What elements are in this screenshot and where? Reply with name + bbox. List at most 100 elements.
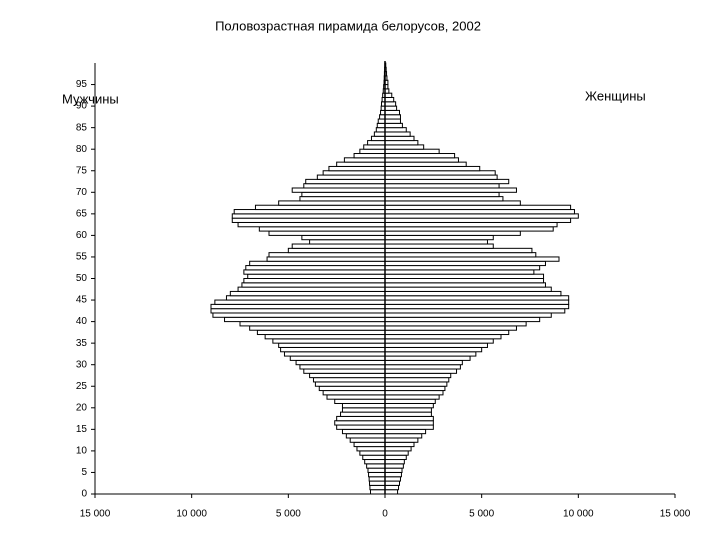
bar <box>384 148 440 155</box>
bar <box>384 355 471 361</box>
bar <box>377 118 386 124</box>
bar <box>247 273 386 280</box>
y-tick-label: 85 <box>76 122 88 133</box>
bar <box>384 295 570 301</box>
bar <box>318 385 386 392</box>
y-tick-label: 20 <box>76 402 88 413</box>
bar <box>353 441 386 448</box>
y-tick-label: 65 <box>76 208 88 219</box>
bar <box>368 476 386 482</box>
y-tick-label: 90 <box>76 101 88 112</box>
y-tick-label: 60 <box>76 230 88 241</box>
bar <box>384 174 498 180</box>
bar <box>384 484 400 491</box>
y-tick-label: 50 <box>76 273 88 284</box>
y-tick-label: 0 <box>81 489 87 500</box>
bar <box>384 394 440 400</box>
bar <box>384 377 450 383</box>
bar <box>384 364 461 370</box>
bar <box>384 265 541 271</box>
bar <box>384 161 467 167</box>
bar <box>384 463 404 469</box>
bar <box>239 321 386 327</box>
y-tick-label: 25 <box>76 381 88 392</box>
bar <box>384 480 400 486</box>
bar <box>384 368 458 374</box>
bar <box>384 135 415 142</box>
bar <box>384 170 496 176</box>
bar <box>280 346 386 353</box>
bar <box>384 450 409 456</box>
bar <box>384 278 545 284</box>
bar <box>278 200 386 206</box>
bar <box>384 411 432 417</box>
bar <box>341 402 386 409</box>
bar <box>237 286 386 292</box>
bar <box>384 96 395 103</box>
bar <box>384 217 572 223</box>
bar <box>384 221 558 228</box>
bar <box>212 312 386 318</box>
bar <box>245 265 386 271</box>
x-tick-label: 5 000 <box>469 509 494 520</box>
bar <box>299 364 386 370</box>
bar <box>384 204 572 211</box>
bar <box>384 226 554 232</box>
bar <box>384 454 407 461</box>
bar <box>384 230 521 236</box>
bar <box>384 308 566 314</box>
bar <box>384 437 419 443</box>
bar <box>363 144 386 150</box>
bar <box>326 394 386 400</box>
bar <box>341 428 386 435</box>
bar <box>384 92 393 98</box>
bar <box>334 398 386 404</box>
bar <box>367 467 386 473</box>
bar <box>343 157 386 163</box>
bar <box>384 415 434 422</box>
bar <box>384 424 434 430</box>
bar <box>225 295 386 301</box>
x-tick-label: 15 000 <box>660 509 691 520</box>
bar <box>384 105 398 111</box>
bar <box>295 359 386 366</box>
bar <box>254 204 386 211</box>
bar <box>314 381 386 387</box>
bar <box>303 368 386 374</box>
x-tick-label: 5 000 <box>276 509 301 520</box>
bar <box>384 157 459 163</box>
bar <box>359 148 386 155</box>
bar <box>384 118 401 124</box>
bar <box>384 286 552 292</box>
bar <box>229 290 386 297</box>
bar <box>241 282 386 288</box>
bar <box>353 153 386 159</box>
bar <box>287 247 386 254</box>
bar <box>384 290 562 297</box>
bar <box>384 239 488 245</box>
y-tick-label: 75 <box>76 165 88 176</box>
bar <box>349 437 386 443</box>
y-tick-label: 70 <box>76 187 88 198</box>
bar <box>384 260 546 267</box>
y-tick-label: 55 <box>76 252 88 263</box>
bar <box>384 407 432 413</box>
bar <box>384 428 427 435</box>
bar <box>359 450 386 456</box>
bar <box>291 243 386 249</box>
bar <box>384 471 402 478</box>
bar <box>309 372 386 379</box>
bar <box>370 489 386 495</box>
bar <box>384 256 560 262</box>
bar <box>301 234 386 241</box>
bar <box>345 433 386 439</box>
bar <box>384 342 488 348</box>
bar <box>366 463 386 469</box>
bar <box>379 114 386 120</box>
bar <box>266 256 386 262</box>
bar <box>210 303 386 310</box>
bar <box>384 101 397 107</box>
bar <box>312 377 386 383</box>
bar <box>301 191 386 198</box>
